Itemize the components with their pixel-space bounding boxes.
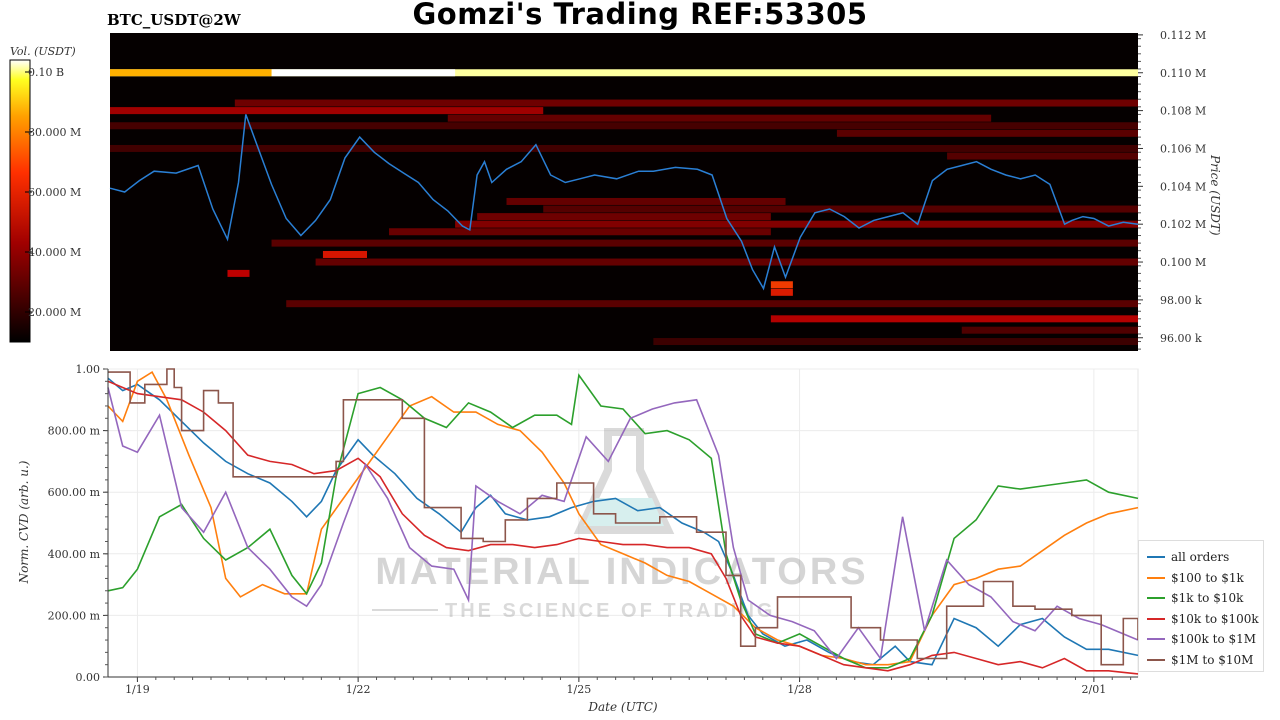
heatmap-band-0 [110, 69, 1138, 77]
legend: all orders $100 to $1k $1k to $10k $10k to … [1138, 540, 1264, 672]
colorbar [9, 59, 31, 343]
heatmap-band-6 [110, 144, 1138, 152]
colorbar-tick-label: 0.10 B [28, 66, 64, 79]
price-tick-label: 98.00 k [1160, 294, 1202, 307]
colorbar-tick-label: 20.000 M [28, 306, 81, 319]
page-title: Gomzi's Trading REF:53305 [412, 0, 868, 31]
heatmap-band-3 [447, 114, 992, 122]
legend-label: $100 to $1k [1171, 570, 1244, 585]
legend-item: all orders [1147, 548, 1229, 566]
legend-swatch [1147, 556, 1165, 558]
heatmap-band-14 [322, 250, 367, 258]
heatmap-band-17 [770, 281, 793, 289]
legend-swatch [1147, 617, 1165, 620]
price-tick-label: 0.108 M [1160, 105, 1206, 118]
colorbar-tick-label: 60.000 M [28, 186, 81, 199]
y-tick-label: 1.00 [76, 363, 101, 376]
heatmap-band-16 [227, 269, 250, 277]
heatmap-band-1 [110, 107, 544, 115]
legend-swatch [1147, 658, 1165, 661]
x-tick-label: 2/01 [1082, 683, 1107, 696]
legend-item: $1M to $10M [1147, 651, 1253, 669]
colorbar-label: Vol. (USDT) [10, 45, 76, 58]
heatmap-band-peak [271, 69, 456, 77]
heatmap-band-21 [961, 326, 1138, 334]
heatmap-band-22 [653, 338, 1138, 346]
x-tick-label: 1/25 [567, 683, 592, 696]
heatmap-band-7 [947, 152, 1138, 160]
price-line [109, 114, 1139, 291]
colorbar-tick-label: 80.000 M [28, 126, 81, 139]
cvd-series-3 [107, 380, 1139, 675]
y-tick-label: 0.00 [76, 671, 101, 684]
cvd-series-2 [107, 373, 1139, 669]
heatmap-band-20 [770, 315, 1138, 323]
legend-swatch [1147, 576, 1165, 579]
legend-label: $1M to $10M [1171, 652, 1254, 667]
x-tick-label: 1/28 [787, 683, 812, 696]
cvd-series-4 [107, 387, 1139, 661]
colorbar-tick-label: 40.000 M [28, 246, 81, 259]
watermark: MATERIAL INDICATORS THE SCIENCE OF TRADI… [372, 428, 868, 622]
heatmap-band-2 [234, 99, 1139, 107]
price-tick-label: 0.104 M [1160, 180, 1206, 193]
watermark-tagline: THE SCIENCE OF TRADING [445, 600, 775, 622]
x-tick-label: 1/19 [125, 683, 150, 696]
x-axis-label: Date (UTC) [587, 700, 657, 714]
heatmap-band-5 [836, 129, 1138, 137]
legend-label: $10k to $100k [1171, 611, 1259, 626]
heatmap-band-12 [389, 228, 771, 236]
heatmap-band-10 [477, 213, 771, 221]
legend-swatch [1147, 638, 1165, 640]
legend-label: all orders [1171, 550, 1230, 564]
heatmap-background [110, 33, 1138, 351]
heatmap-band-18 [770, 288, 793, 296]
price-tick-label: 0.100 M [1160, 256, 1206, 269]
heatmap-panel: Vol. (USDT) 0.10 B 80.000 M 60.000 M 40.000… [9, 29, 1222, 351]
legend-label: $100k to $1M [1171, 632, 1257, 646]
legend-item: $100 to $1k [1147, 569, 1244, 587]
flask-liquid [584, 498, 664, 526]
y-tick-label: 200.00 m [48, 609, 101, 622]
legend-item: $10k to $100k [1147, 610, 1259, 628]
heatmap-band-8 [506, 197, 786, 205]
legend-item: $1k to $10k [1147, 589, 1243, 607]
heatmap-band-15 [315, 258, 1139, 266]
y-tick-label: 800.00 m [48, 425, 101, 438]
y-tick-label: 400.00 m [48, 548, 101, 561]
heatmap-band-13 [271, 239, 1138, 247]
price-tick-label: 0.112 M [1160, 29, 1206, 42]
heatmap-band-11 [455, 220, 1139, 228]
heatmap-band-19 [286, 300, 1138, 308]
price-axis-label: Price (USDT) [1208, 154, 1222, 236]
legend-item: $100k to $1M [1147, 630, 1256, 648]
cvd-series-5 [108, 368, 1139, 666]
cvd-plot-area [107, 368, 1139, 678]
y-tick-label: 600.00 m [48, 486, 101, 499]
price-tick-label: 0.110 M [1160, 67, 1206, 80]
symbol-label: BTC_USDT@2W [107, 11, 241, 29]
legend-swatch [1147, 597, 1165, 599]
cvd-series-0 [107, 377, 1139, 666]
heatmap-band-start [110, 69, 272, 77]
x-tick-label: 1/22 [346, 683, 371, 696]
flask-icon [573, 428, 675, 534]
price-tick-label: 0.106 M [1160, 142, 1206, 155]
y-axis-label: Norm. CVD (arb. u.) [17, 460, 31, 584]
legend-label: $1k to $10k [1171, 591, 1244, 605]
heatmap-band-9 [543, 205, 1138, 213]
price-tick-label: 0.102 M [1160, 218, 1206, 231]
cvd-series-1 [107, 370, 1139, 666]
watermark-brand: MATERIAL INDICATORS [375, 551, 868, 593]
heatmap-band-4 [110, 122, 1138, 130]
price-tick-label: 96.00 k [1160, 332, 1202, 345]
